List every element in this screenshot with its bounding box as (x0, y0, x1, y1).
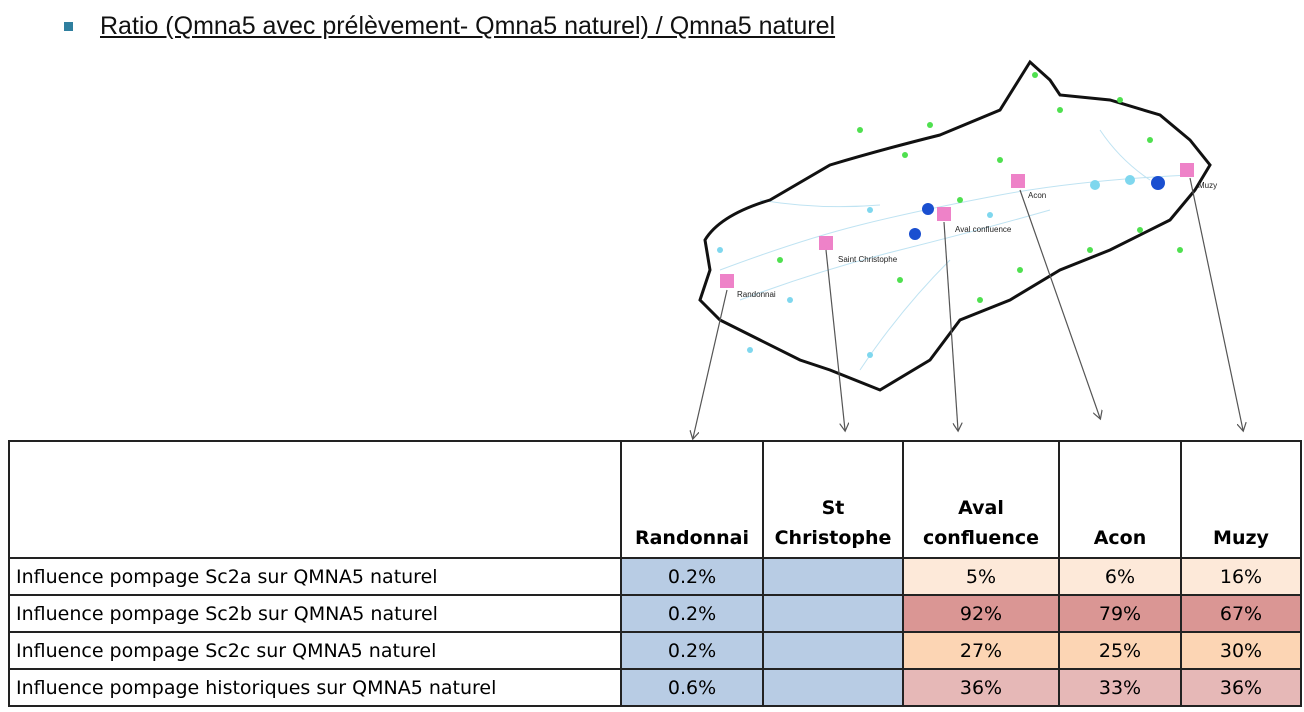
table-cell (762, 557, 904, 596)
table-cell: 0.2% (620, 594, 764, 633)
table-cell: 27% (902, 631, 1060, 670)
table-cell: 0.2% (620, 557, 764, 596)
column-header: Muzy (1180, 440, 1302, 559)
column-header: St Christophe (762, 440, 904, 559)
table-cell: 33% (1058, 668, 1182, 707)
row-label: Influence pompage Sc2a sur QMNA5 naturel (8, 557, 622, 596)
map-label: Saint Christophe (838, 255, 898, 264)
corner-cell (8, 440, 622, 559)
map-label: Aval confluence (955, 225, 1012, 234)
basin-outline (698, 59, 1212, 392)
table-row: Influence pompage historiques sur QMNA5 … (8, 668, 1302, 707)
stations-blue (717, 175, 1135, 358)
arrows (693, 177, 1243, 438)
table-cell: 79% (1058, 594, 1182, 633)
table-cell: 67% (1180, 594, 1302, 633)
table-cell: 5% (902, 557, 1060, 596)
row-label: Influence pompage Sc2c sur QMNA5 naturel (8, 631, 622, 670)
table-cell: 0.6% (620, 668, 764, 707)
title: Ratio (Qmna5 avec prélèvement- Qmna5 nat… (100, 12, 836, 40)
map-label: Acon (1028, 191, 1046, 200)
table-cell: 6% (1058, 557, 1182, 596)
table-cell: 30% (1180, 631, 1302, 670)
stations-green (777, 72, 1183, 303)
column-header: Randonnai (620, 440, 764, 559)
table-cell: 92% (902, 594, 1060, 633)
table-row: Influence pompage Sc2b sur QMNA5 naturel… (8, 594, 1302, 633)
table-cell (762, 668, 904, 707)
map-label: Muzy (1198, 181, 1217, 190)
stations-major (909, 176, 1165, 240)
results-table: Randonnai St Christophe Aval confluence … (8, 440, 1302, 707)
table-row: Influence pompage Sc2a sur QMNA5 naturel… (8, 557, 1302, 596)
rivers (719, 129, 1191, 371)
table-cell: 25% (1058, 631, 1182, 670)
table-cell (762, 594, 904, 633)
table-cell: 16% (1180, 557, 1302, 596)
gauges (720, 163, 1194, 288)
map-labels: Randonnai Saint Christophe Aval confluen… (737, 181, 1217, 299)
table-row: Influence pompage Sc2c sur QMNA5 naturel… (8, 631, 1302, 670)
column-header: Aval confluence (902, 440, 1060, 559)
row-label: Influence pompage Sc2b sur QMNA5 naturel (8, 594, 622, 633)
table-cell: 36% (1180, 668, 1302, 707)
bullet (64, 22, 73, 31)
map-label: Randonnai (737, 290, 776, 299)
header-row: Randonnai St Christophe Aval confluence … (8, 440, 1302, 559)
column-header: Acon (1058, 440, 1182, 559)
table-cell: 36% (902, 668, 1060, 707)
table-cell (762, 631, 904, 670)
row-label: Influence pompage historiques sur QMNA5 … (8, 668, 622, 707)
table-cell: 0.2% (620, 631, 764, 670)
